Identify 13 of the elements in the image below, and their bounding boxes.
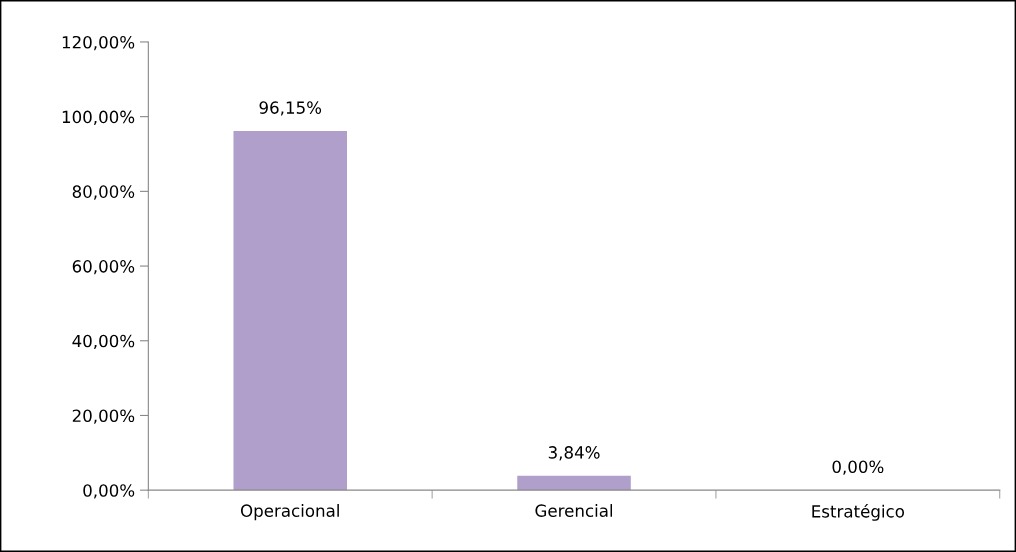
data-label: 96,15% (259, 101, 322, 116)
y-tick-label: 40,00% (72, 334, 135, 350)
y-tick-label: 100,00% (62, 110, 135, 125)
y-tick-label: 20,00% (72, 409, 135, 424)
data-label: 3,84% (548, 446, 600, 461)
y-tick-label: 0,00% (83, 484, 135, 499)
x-tick-label: Gerencial (535, 504, 613, 517)
y-tick-label: 60,00% (72, 260, 135, 275)
data-label: 0,00% (832, 460, 884, 475)
x-tick-label: Estratégico (812, 504, 905, 521)
y-tick-label: 120,00% (62, 35, 135, 51)
x-tick-label: Operacional (240, 504, 339, 521)
y-tick-label: 80,00% (72, 185, 135, 200)
